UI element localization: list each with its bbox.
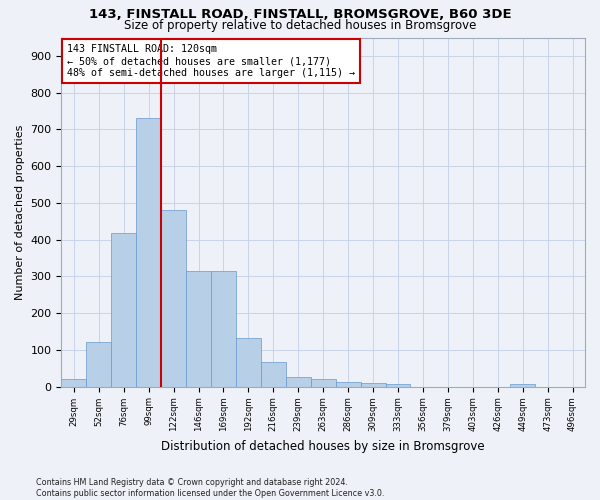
Text: Size of property relative to detached houses in Bromsgrove: Size of property relative to detached ho…	[124, 19, 476, 32]
Bar	[261, 362, 286, 386]
Bar	[236, 338, 261, 386]
Bar	[286, 378, 311, 386]
Bar	[361, 383, 386, 386]
Bar	[186, 271, 211, 386]
Bar	[111, 234, 136, 386]
Bar	[86, 342, 111, 386]
Text: Contains HM Land Registry data © Crown copyright and database right 2024.
Contai: Contains HM Land Registry data © Crown c…	[36, 478, 385, 498]
Bar	[211, 271, 236, 386]
Text: 143 FINSTALL ROAD: 120sqm
← 50% of detached houses are smaller (1,177)
48% of se: 143 FINSTALL ROAD: 120sqm ← 50% of detac…	[67, 44, 355, 78]
Bar	[335, 382, 361, 386]
X-axis label: Distribution of detached houses by size in Bromsgrove: Distribution of detached houses by size …	[161, 440, 485, 452]
Y-axis label: Number of detached properties: Number of detached properties	[15, 124, 25, 300]
Bar	[61, 379, 86, 386]
Bar	[311, 379, 335, 386]
Text: 143, FINSTALL ROAD, FINSTALL, BROMSGROVE, B60 3DE: 143, FINSTALL ROAD, FINSTALL, BROMSGROVE…	[89, 8, 511, 20]
Bar	[510, 384, 535, 386]
Bar	[161, 210, 186, 386]
Bar	[136, 118, 161, 386]
Bar	[386, 384, 410, 386]
